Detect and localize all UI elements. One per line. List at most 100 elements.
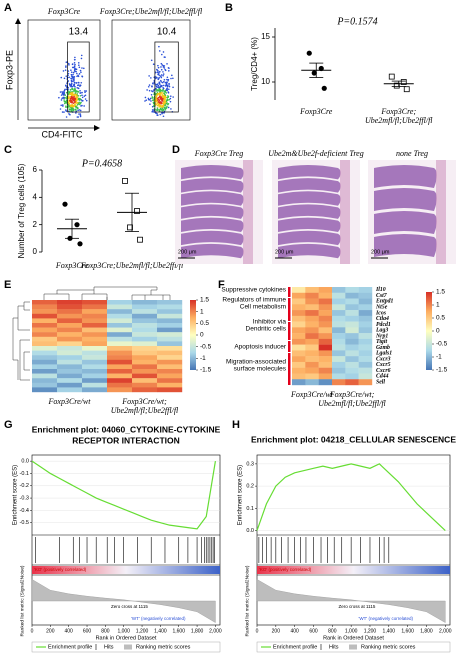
flow-event <box>77 107 79 110</box>
heatmap-cell <box>32 355 58 360</box>
heatmap-cell <box>107 327 133 333</box>
legend-label: Ranking metric scores <box>136 644 191 650</box>
flow-event <box>64 69 67 71</box>
flow-event <box>162 87 165 90</box>
heatmap-cell <box>332 310 346 317</box>
flow-event <box>147 85 150 88</box>
heatmap-cell <box>132 346 158 351</box>
data-point <box>127 224 133 231</box>
flow-event <box>152 63 155 66</box>
flow-event <box>77 87 80 90</box>
heatmap-cell <box>157 364 183 370</box>
flow-event <box>74 103 76 106</box>
flow-event <box>83 105 85 107</box>
heatmap-cell <box>318 356 333 363</box>
heatmap-cell <box>132 318 158 324</box>
heatmap-cell <box>32 300 58 305</box>
flow-event <box>164 109 167 111</box>
heatmap-cell <box>132 300 158 305</box>
data-point <box>311 70 317 76</box>
heatmap-cell <box>332 373 346 380</box>
x-tick-label: 2,000 <box>209 628 222 634</box>
heatmap-cell <box>107 300 133 305</box>
heatmap-cell <box>82 359 108 365</box>
y-tick-label: 0 <box>33 247 38 256</box>
heatmap-cell <box>292 361 306 368</box>
flow-event <box>74 92 77 94</box>
flow-event <box>152 89 155 91</box>
heatmap-cell <box>305 350 319 357</box>
flow-event <box>157 78 160 81</box>
heatmap-cell <box>132 369 158 374</box>
heatmap-cell <box>358 361 373 368</box>
heatmap-cell <box>157 341 183 347</box>
x-tick-label: 200 <box>272 628 281 634</box>
flow-event <box>151 111 153 113</box>
flow-event <box>167 79 169 82</box>
heatmap-cell <box>305 287 319 293</box>
flow-event <box>70 82 73 85</box>
flow-event <box>166 81 168 84</box>
heatmap-cell <box>305 333 319 340</box>
panel-label: D <box>172 144 180 156</box>
pos-label: 'KO' (positively correlated) <box>259 567 312 572</box>
heatmap-cell <box>305 304 319 311</box>
heatmap-cell <box>332 361 346 368</box>
flow-event <box>71 66 74 69</box>
heatmap-cell <box>57 350 83 356</box>
flow-event <box>160 62 163 65</box>
heatmap-cell <box>292 287 306 293</box>
data-point <box>403 86 410 93</box>
x-tick-label: 1,200 <box>136 628 149 634</box>
tissue-fold <box>374 165 437 188</box>
flow-event <box>76 75 78 78</box>
flow-event <box>65 65 67 67</box>
flow-event <box>84 98 87 100</box>
flow-event <box>74 87 76 90</box>
image-title: Foxp3Cre Treg <box>194 149 244 158</box>
heatmap-cell <box>82 304 108 310</box>
column-group-label: Foxp3Cre/wt; <box>121 397 167 406</box>
flow-event <box>65 91 68 94</box>
flow-event <box>79 92 82 94</box>
flow-event <box>166 84 169 87</box>
flow-event <box>162 74 164 77</box>
chart-title: Enrichment plot: 04218_CELLULAR SENESCEN… <box>251 434 456 444</box>
heatmap-cell <box>332 356 346 363</box>
flow-event <box>81 94 83 97</box>
heatmap-cell <box>57 318 83 324</box>
flow-event <box>85 90 88 92</box>
heatmap-cell <box>157 369 183 374</box>
tissue-fold <box>278 178 341 193</box>
y-axis-label: Ranked list metric (Signal2Noise) <box>19 565 25 636</box>
heatmap-cell <box>57 309 83 314</box>
y-axis-label: Number of Treg cells (105) <box>17 163 26 258</box>
image-title: Ube2m&Ube2f-deficient Treg <box>268 149 363 158</box>
flow-event <box>165 92 168 94</box>
y-axis-label: Ranked list metric (Signal2Noise) <box>244 565 250 636</box>
flow-event <box>164 104 167 106</box>
heatmap-cell <box>32 382 58 388</box>
zero-cross: Zero cross at 1115 <box>339 604 376 609</box>
gene-label: Cxcr3 <box>376 356 391 362</box>
flow-event <box>162 95 165 98</box>
flow-event <box>164 68 166 71</box>
flow-event <box>68 64 70 66</box>
colorbar-label: -1.5 <box>436 367 448 374</box>
flow-event <box>72 109 75 112</box>
flow-event <box>79 98 82 100</box>
gene-label: Tigit <box>376 339 387 345</box>
flow-event <box>78 64 80 67</box>
data-point <box>77 241 83 247</box>
category-label: Foxp3Cre <box>55 261 89 270</box>
heatmap-cell <box>82 382 108 388</box>
flow-event <box>161 94 163 96</box>
heatmap-cell <box>318 321 333 328</box>
flow-event <box>76 98 78 100</box>
tissue-fold <box>181 217 244 232</box>
image-title: none Treg <box>396 149 428 158</box>
flow-event <box>73 65 76 67</box>
x-tick-label: 1,600 <box>401 628 414 634</box>
flow-event <box>155 103 157 105</box>
flow-event <box>156 97 159 100</box>
